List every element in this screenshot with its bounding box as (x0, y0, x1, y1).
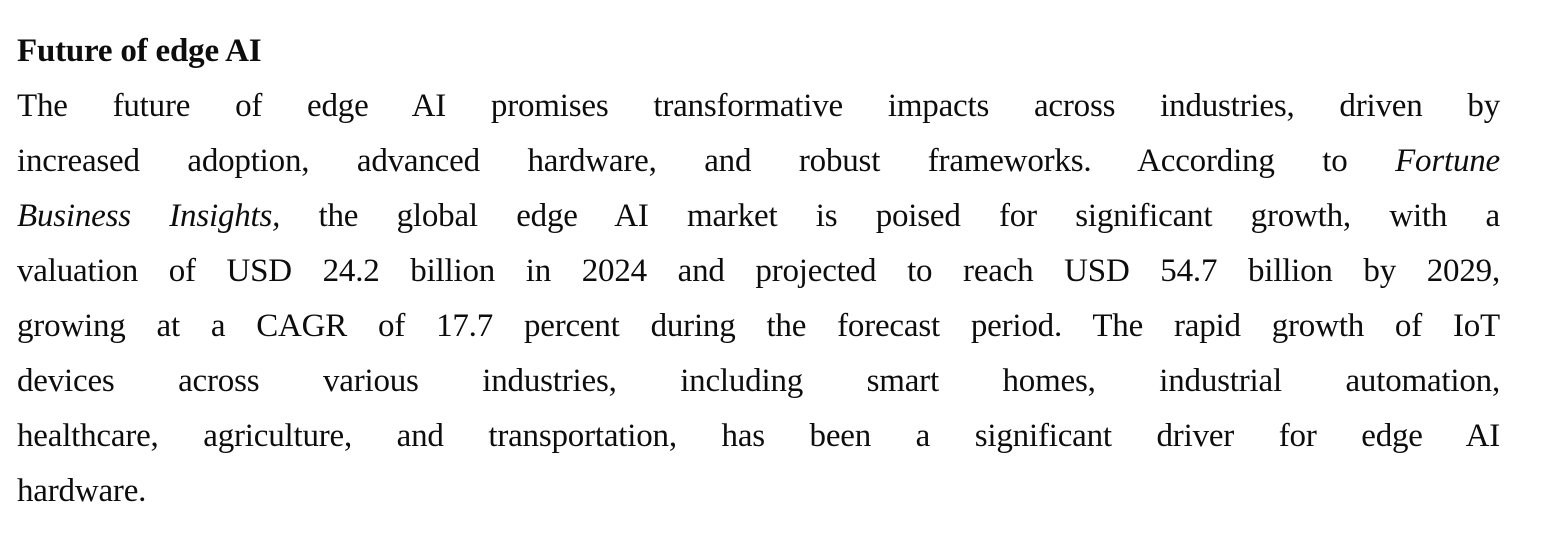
italic-text-run: Business Insights, (17, 198, 281, 234)
text-run: increased adoption, advanced hardware, a… (17, 143, 1396, 179)
text-run: growing at a CAGR of 17.7 percent during… (17, 308, 1500, 344)
paragraph-line: hardware. (17, 464, 1500, 519)
paragraph: The future of edge AI promises transform… (17, 79, 1500, 519)
text-run: healthcare, agriculture, and transportat… (17, 418, 1500, 454)
page-title: Future of edge AI (17, 33, 262, 69)
paragraph-line: increased adoption, advanced hardware, a… (17, 134, 1500, 189)
paragraph-line: devices across various industries, inclu… (17, 354, 1500, 409)
paragraph-line: valuation of USD 24.2 billion in 2024 an… (17, 244, 1500, 299)
paragraph-line: healthcare, agriculture, and transportat… (17, 409, 1500, 464)
italic-text-run: Fortune (1395, 143, 1500, 179)
paragraph-line: growing at a CAGR of 17.7 percent during… (17, 299, 1500, 354)
paragraph-line: Business Insights, the global edge AI ma… (17, 189, 1500, 244)
text-run: valuation of USD 24.2 billion in 2024 an… (17, 253, 1500, 289)
text-run: The future of edge AI promises transform… (17, 88, 1500, 124)
text-run: the global edge AI market is poised for … (280, 198, 1501, 234)
text-run: devices across various industries, inclu… (17, 363, 1500, 399)
paragraph-line: The future of edge AI promises transform… (17, 79, 1500, 134)
text-run: hardware. (17, 473, 147, 509)
